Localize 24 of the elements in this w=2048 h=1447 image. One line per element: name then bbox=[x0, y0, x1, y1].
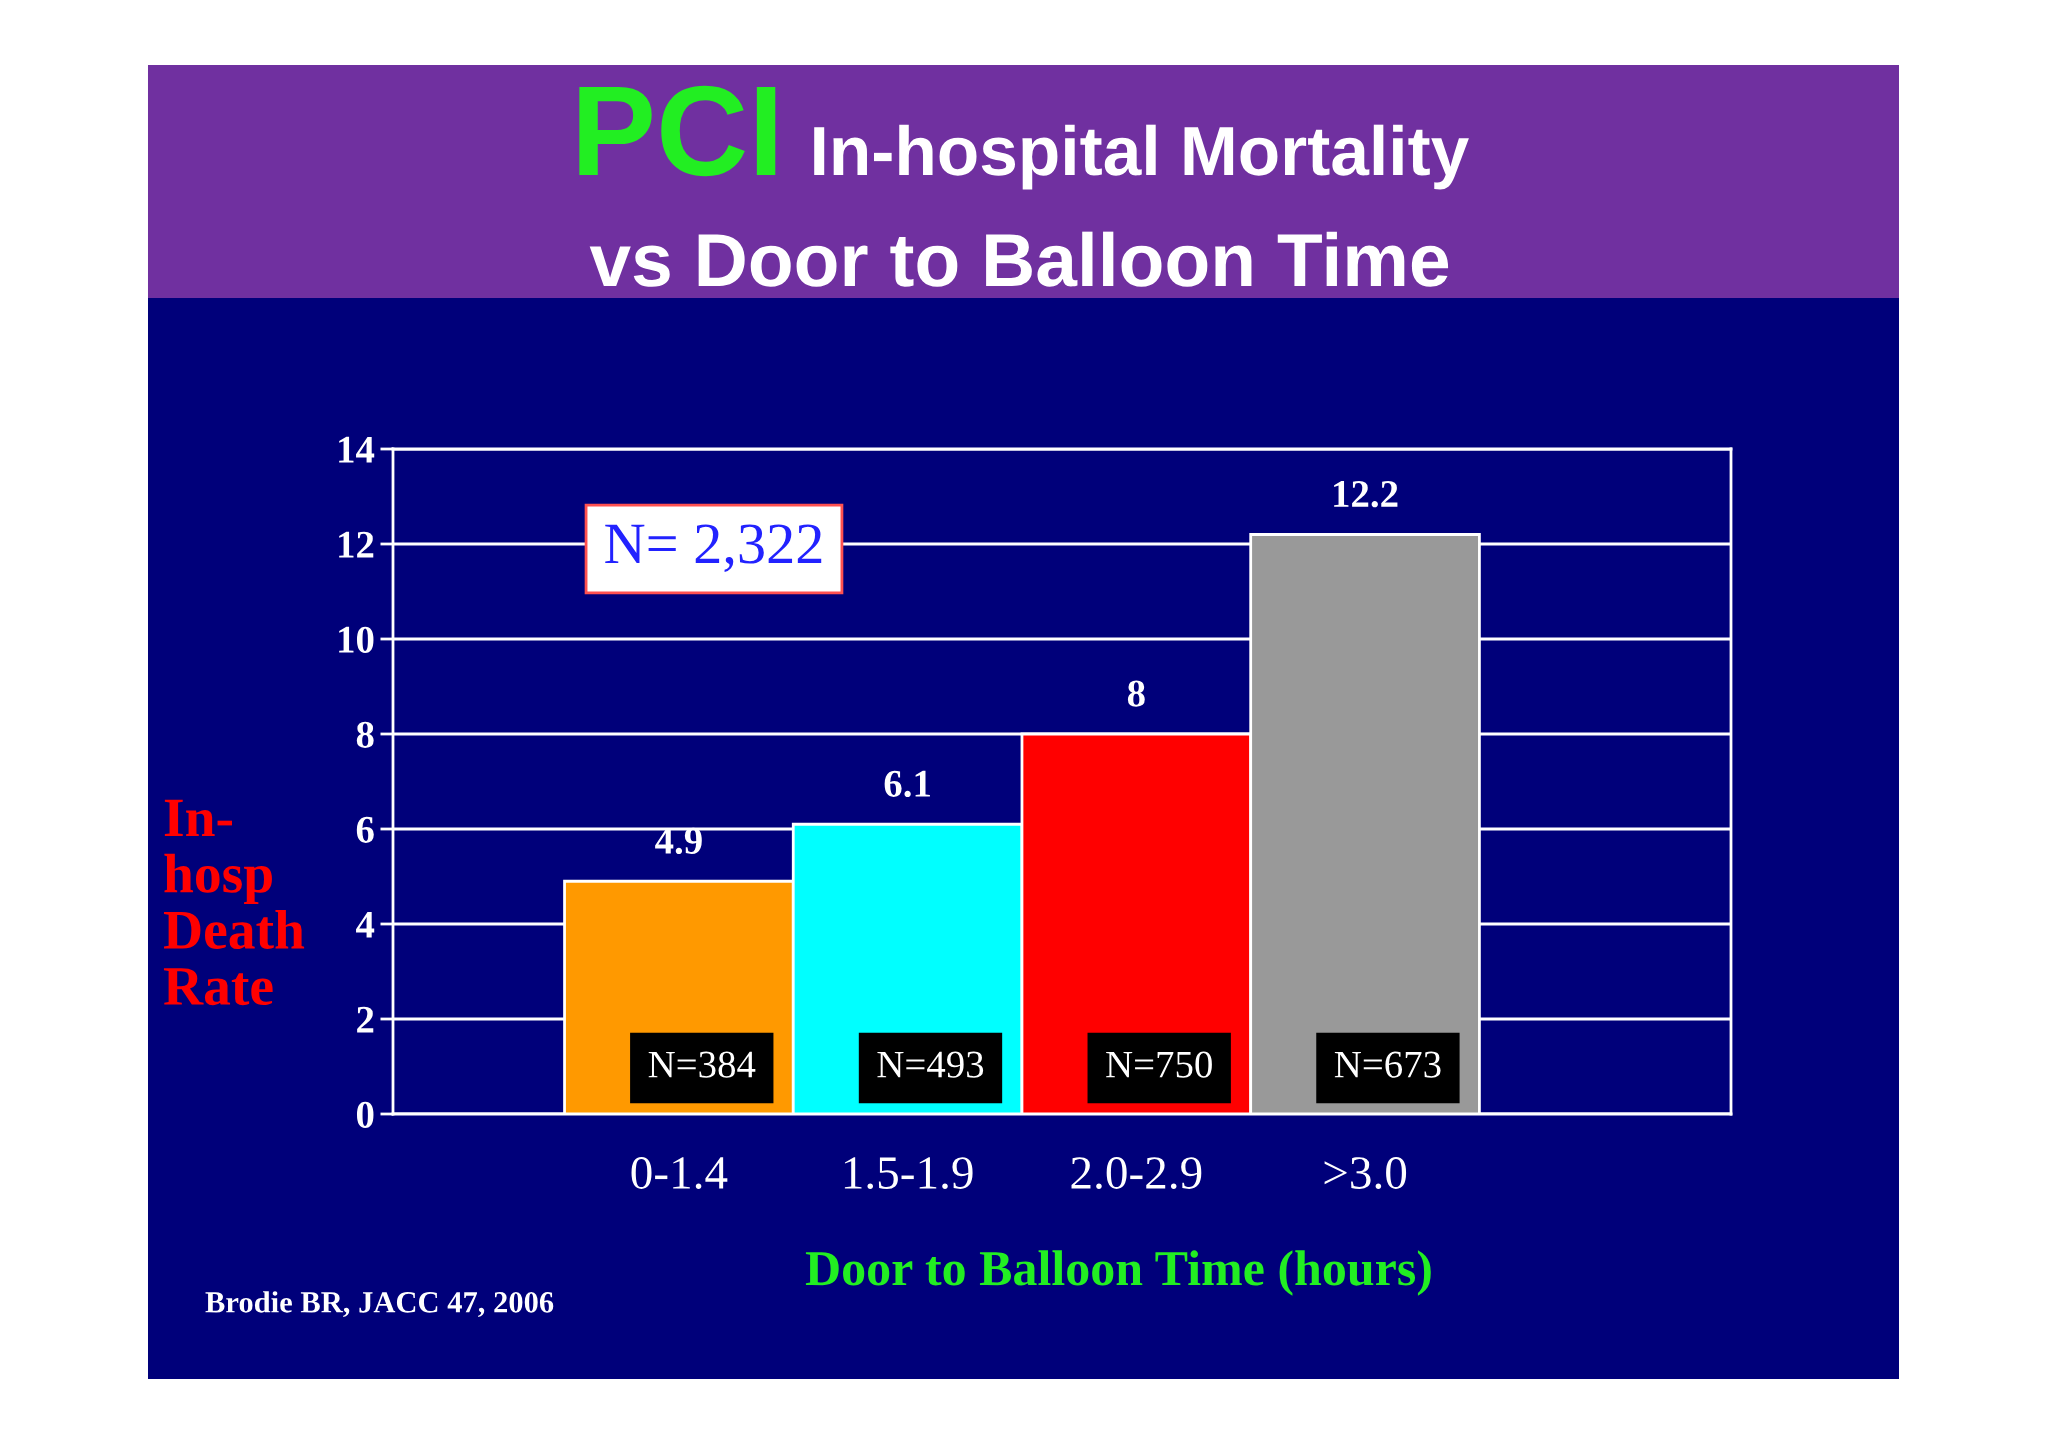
annotation: N=673 bbox=[1334, 1051, 1441, 1078]
y-tick-label: 4 bbox=[356, 911, 375, 938]
annotation: N=750 bbox=[1106, 1051, 1212, 1078]
text: Brodie BR, JACC 47, 2006 bbox=[205, 1291, 554, 1318]
annotation: N=493 bbox=[877, 1051, 984, 1078]
annotation: N=384 bbox=[648, 1051, 756, 1078]
chart-title: PCI In-hospital Mortality vs Door to Balloon Time bbox=[579, 85, 1469, 287]
annotation: N= 2,322 bbox=[605, 524, 822, 572]
y-tick-label: 2 bbox=[357, 1006, 374, 1033]
y-tick-label: 12 bbox=[339, 531, 374, 558]
x-tick-label: 0-1.4 bbox=[631, 1157, 728, 1190]
x-tick-label: 1.5-1.9 bbox=[844, 1157, 973, 1190]
data-label: 12.2 bbox=[1334, 481, 1398, 508]
y-tick-label: 6 bbox=[356, 816, 374, 843]
data-label: 8 bbox=[1127, 680, 1145, 707]
y-axis-title: In-hosp Death Rate bbox=[163, 799, 305, 1006]
y-tick-label: 0 bbox=[356, 1101, 374, 1128]
data-label: 6.1 bbox=[884, 770, 930, 798]
x-tick-label: 2.0-2.9 bbox=[1071, 1157, 1202, 1190]
x-tick-label: >3.0 bbox=[1324, 1157, 1407, 1190]
y-tick-label: 14 bbox=[339, 436, 375, 463]
x-axis-title: Door to Balloon Time (hours) bbox=[805, 1250, 1431, 1296]
y-tick-label: 8 bbox=[356, 721, 374, 748]
y-tick-label: 10 bbox=[339, 626, 374, 653]
